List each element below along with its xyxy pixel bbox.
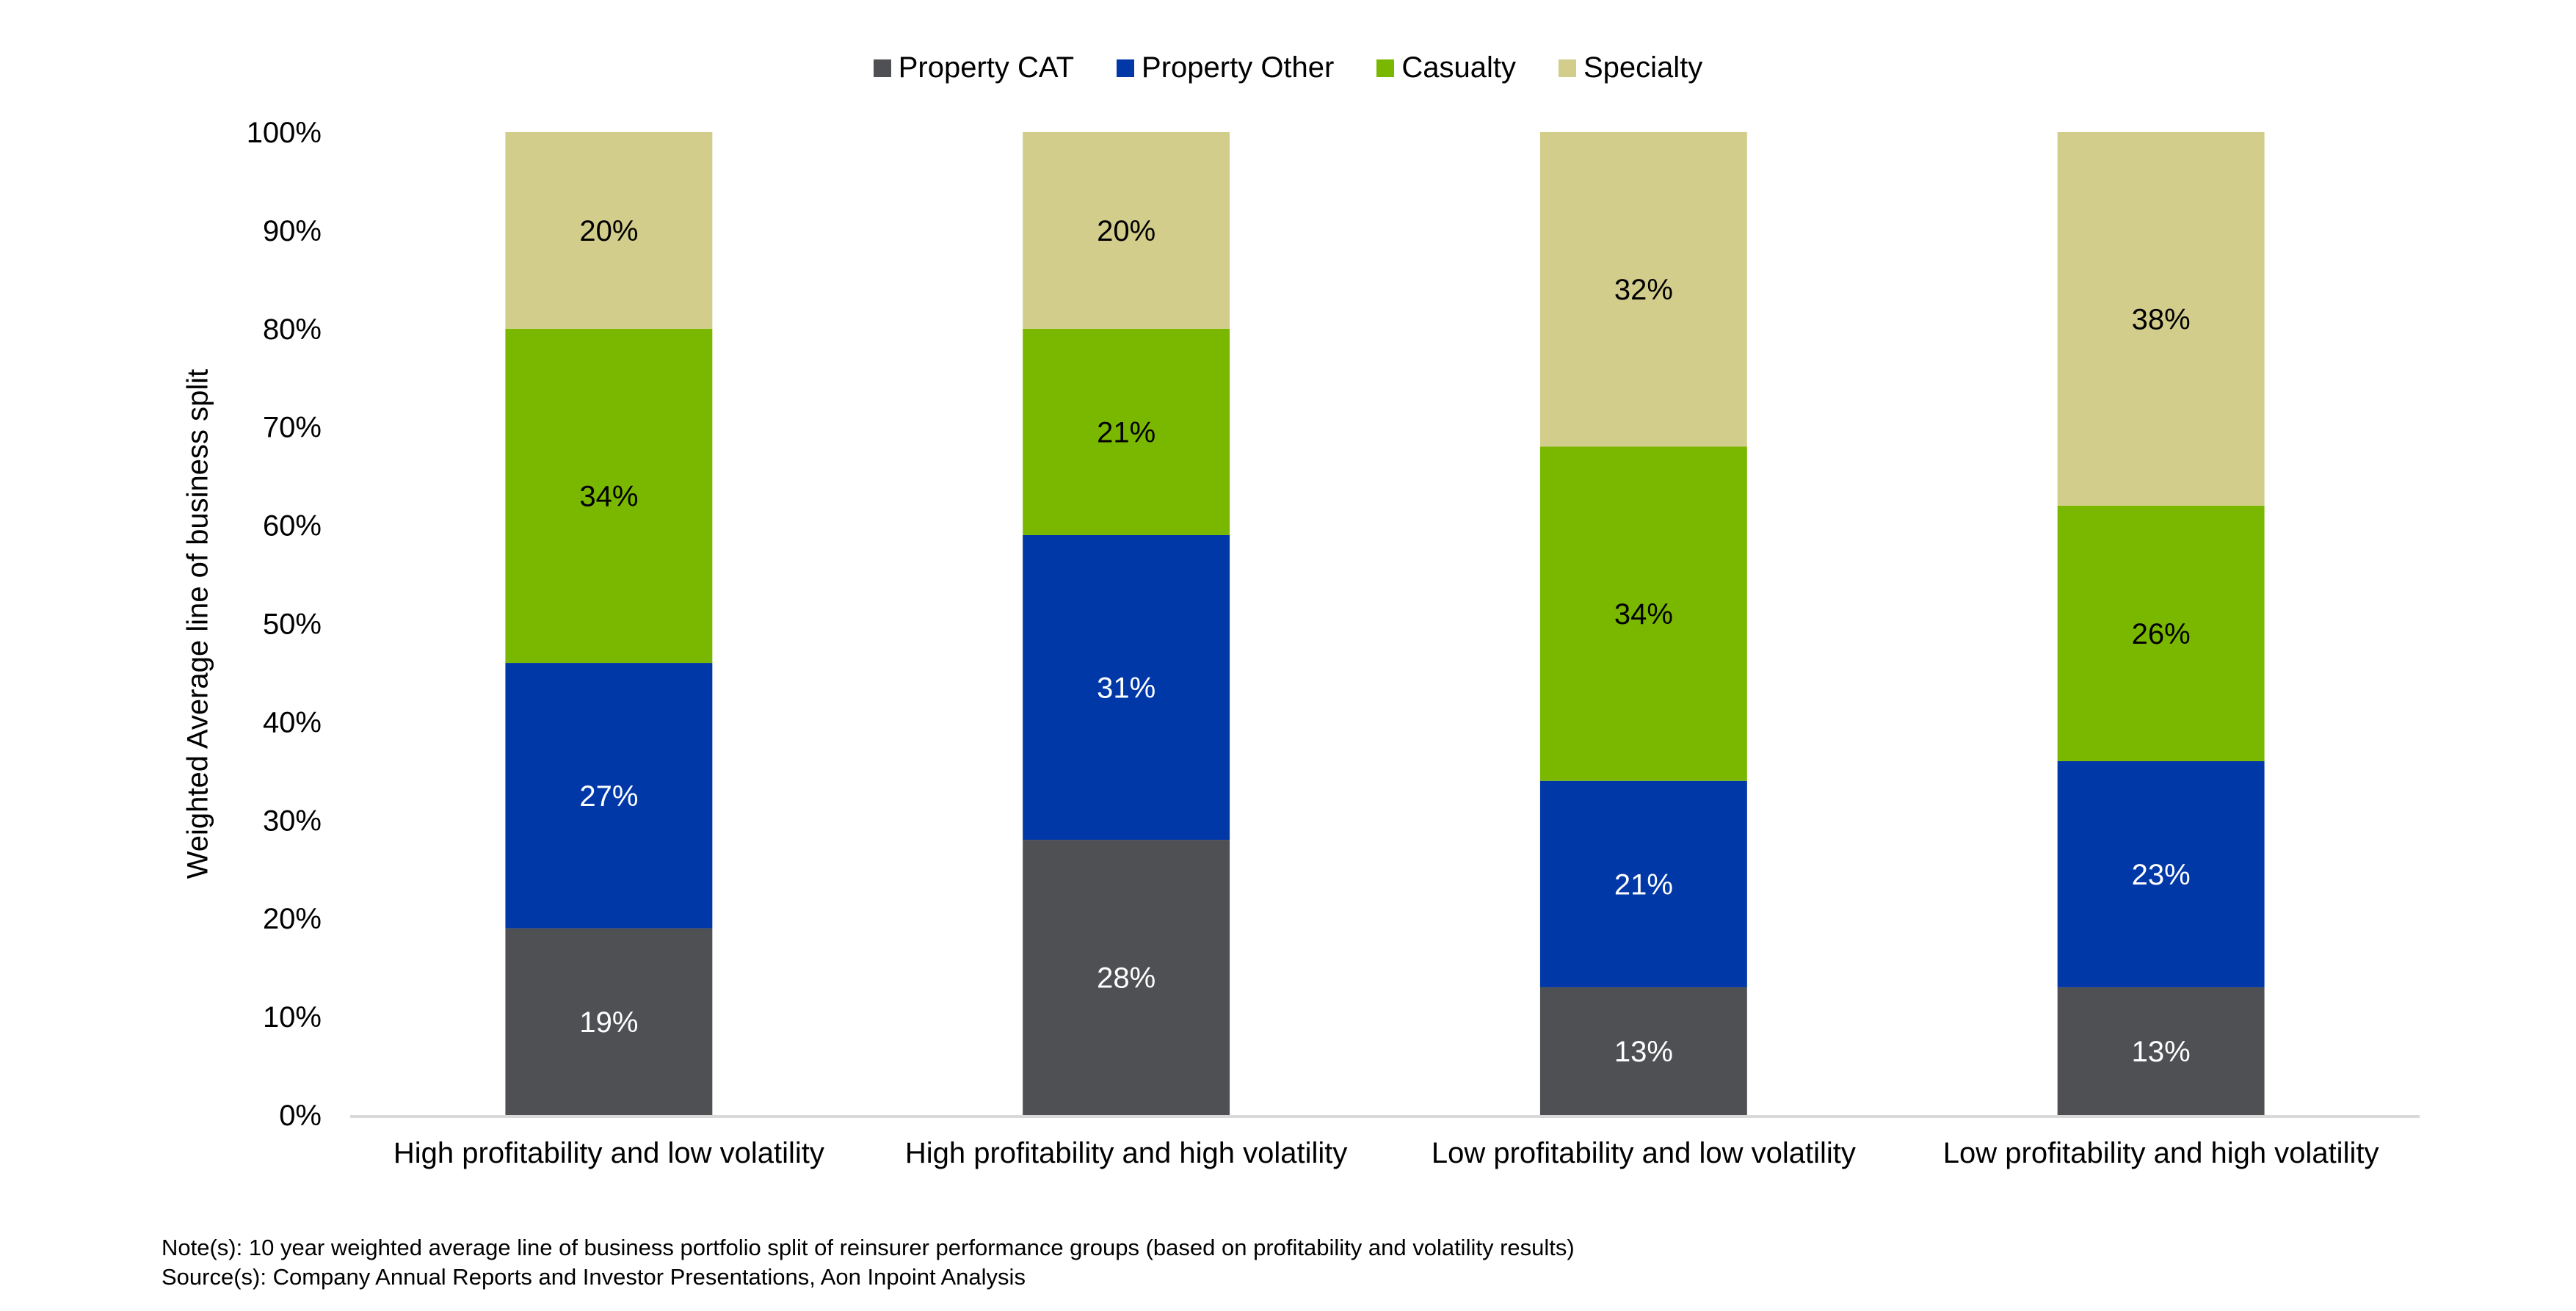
y-tick-label: 80% [263,313,322,346]
data-label: 28% [1097,962,1155,995]
y-tick-label: 40% [263,706,322,738]
legend-label: Property CAT [898,51,1075,84]
y-tick-label: 90% [263,215,322,247]
data-label: 21% [1614,868,1673,901]
data-label: 32% [1614,274,1673,306]
bar-segment-specialty [505,132,713,329]
data-label: 27% [579,780,638,813]
bar-segment-casualty [2057,505,2265,761]
y-tick-label: 10% [263,1001,322,1034]
data-label: 21% [1097,416,1155,448]
data-label: 34% [1614,598,1673,631]
legend-item-specialty: Specialty [1558,51,1703,84]
x-tick-label: Low profitability and high volatility [1943,1137,2379,1169]
data-label: 38% [2132,303,2191,335]
bar-segment-property-cat [1023,840,1230,1115]
y-tick-label: 50% [263,609,322,641]
data-label: 31% [1097,672,1155,705]
legend-swatch-property-cat [873,59,891,77]
y-tick-label: 20% [263,903,322,935]
bar-segment-specialty [1023,132,1230,329]
y-tick-label: 70% [263,412,322,444]
data-label: 34% [579,480,638,512]
bar-segment-property-cat [505,928,713,1115]
bar-segment-specialty [2057,132,2265,506]
bar-segment-property-other [2057,760,2265,987]
source-text: Source(s): Company Annual Reports and In… [162,1264,1026,1290]
data-label: 13% [2132,1036,2191,1068]
bar-segment-casualty [1023,328,1230,535]
legend-item-property-cat: Property CAT [873,51,1075,84]
bar-segment-casualty [505,328,713,664]
legend-swatch-property-other [1117,59,1135,77]
data-label: 20% [579,215,638,247]
footnotes: Note(s): 10 year weighted average line o… [162,1233,1575,1292]
y-tick-label: 100% [247,117,322,149]
note-text: Note(s): 10 year weighted average line o… [162,1235,1575,1260]
legend-label: Property Other [1142,51,1335,84]
x-tick-label: Low profitability and low volatility [1432,1137,1856,1169]
bar-segment-property-other [1539,780,1747,987]
bar-segment-casualty [1539,446,1747,781]
legend-swatch-casualty [1376,59,1395,77]
legend-label: Specialty [1583,51,1703,84]
data-label: 26% [2132,618,2191,650]
bar-segment-property-cat [2057,987,2265,1115]
legend: Property CAT Property Other Casualty Spe… [0,51,2576,84]
data-label: 13% [1614,1036,1673,1068]
legend-item-casualty: Casualty [1376,51,1516,84]
legend-item-property-other: Property Other [1117,51,1334,84]
x-tick-label: High profitability and high volatility [905,1137,1348,1169]
bar-segment-specialty [1539,132,1747,447]
bar-segment-property-other [1023,534,1230,840]
data-label: 23% [2132,859,2191,891]
bar-segment-property-cat [1539,987,1747,1115]
y-tick-label: 0% [279,1100,322,1132]
x-tick-label: High profitability and low volatility [393,1137,824,1169]
y-tick-label: 30% [263,805,322,837]
legend-label: Casualty [1401,51,1516,84]
data-label: 19% [579,1006,638,1039]
data-label: 20% [1097,215,1155,247]
legend-swatch-specialty [1558,59,1576,77]
bar-segment-property-other [505,663,713,929]
y-tick-label: 60% [263,510,322,542]
